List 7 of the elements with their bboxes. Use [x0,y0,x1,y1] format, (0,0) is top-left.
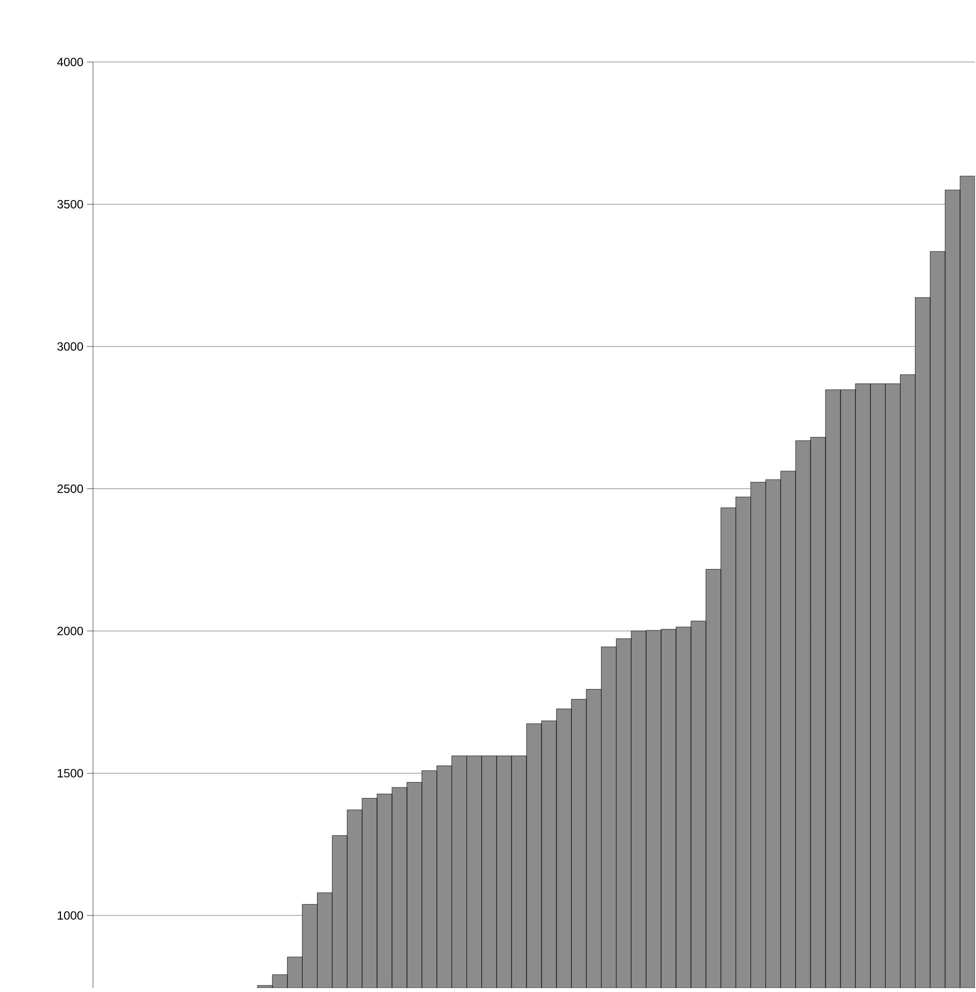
y-tick-label: 1000 [58,911,84,920]
y-tick-label: 4000 [57,58,84,66]
y-tick-label: 2000 [57,626,84,636]
y-tick-label: 3000 [57,342,84,351]
y-tick-label: 2500 [57,484,84,493]
y-tick-label: 3500 [57,200,84,208]
y-tick-label: 1500 [58,768,84,778]
